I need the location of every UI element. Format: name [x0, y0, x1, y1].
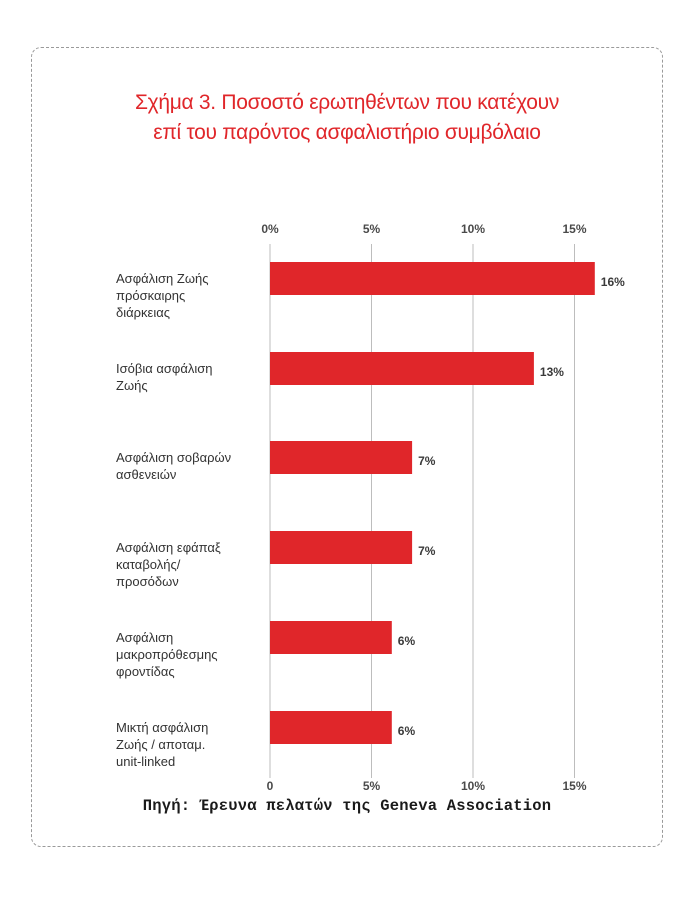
x-tick-label-top-2: 10%: [460, 222, 486, 236]
bar-5: [270, 711, 392, 744]
chart-title-line-2: επί του παρόντος ασφαλιστήριο συμβόλαιο: [153, 121, 541, 144]
chart-title-line-1: Σχήμα 3. Ποσοστό ερωτηθέντων που κατέχου…: [134, 91, 560, 114]
chart-frame: [31, 47, 663, 847]
category-label-2: Ασφάλιση σοβαρών ασθενειών: [116, 449, 266, 483]
category-label-line: Ζωής / αποταμ.: [116, 737, 206, 752]
x-tick-label-bottom-0: 0: [266, 779, 274, 793]
value-label-2: 7%: [418, 454, 436, 468]
value-label-0: 16%: [601, 275, 625, 289]
category-label-line: Ζωής: [116, 378, 148, 393]
chart-title: Σχήμα 3. Ποσοστό ερωτηθέντων που κατέχου…: [31, 88, 663, 148]
category-label-1: Ισόβια ασφάλιση Ζωής: [116, 360, 266, 394]
x-tick-label-top-3: 15%: [562, 222, 587, 236]
category-label-3: Ασφάλιση εφάπαξ καταβολής/προσόδων: [116, 539, 266, 590]
x-tick-label-bottom-1: 5%: [362, 779, 381, 793]
category-label-line: πρόσκαιρης: [116, 288, 186, 303]
category-label-line: διάρκειας: [116, 305, 170, 320]
category-label-line: φροντίδας: [116, 664, 175, 679]
category-label-4: Ασφάλιση μακροπρόθεσμης φροντίδας: [116, 629, 266, 680]
value-label-4: 6%: [398, 634, 416, 648]
bar-0: [270, 262, 595, 295]
category-label-5: Μικτή ασφάλιση Ζωής / αποταμ. unit-linked: [116, 719, 266, 770]
category-label-line: Ασφάλιση εφάπαξ: [116, 540, 221, 555]
category-label-line: ασθενειών: [116, 467, 177, 482]
x-tick-label-top-1: 5%: [362, 222, 381, 236]
bar-2: [270, 441, 413, 474]
source-note: Πηγή: Έρευνα πελατών της Geneva Associat…: [142, 797, 552, 815]
x-tick-label-bottom-3: 15%: [562, 779, 587, 793]
category-label-line: Ασφάλιση: [116, 630, 174, 645]
category-label-line: unit-linked: [116, 754, 176, 769]
value-label-3: 7%: [418, 544, 436, 558]
category-label-line: μακροπρόθεσμης: [116, 647, 218, 662]
x-tick-label-top-0: 0%: [261, 222, 279, 236]
category-label-line: προσόδων: [116, 574, 179, 589]
category-label-line: Μικτή ασφάλιση: [116, 720, 209, 735]
value-label-5: 6%: [398, 724, 416, 738]
category-label-0: Ασφάλιση Ζωής πρόσκαιρης διάρκειας: [116, 270, 266, 321]
category-label-line: καταβολής/: [116, 557, 181, 572]
bar-4: [270, 621, 392, 654]
bar-1: [270, 352, 534, 385]
category-label-line: Ασφάλιση σοβαρών: [116, 450, 232, 465]
category-label-line: Ασφάλιση Ζωής: [116, 271, 209, 286]
category-label-line: Ισόβια ασφάλιση: [116, 361, 213, 376]
bar-3: [270, 531, 413, 564]
value-label-1: 13%: [540, 365, 564, 379]
x-tick-label-bottom-2: 10%: [460, 779, 486, 793]
